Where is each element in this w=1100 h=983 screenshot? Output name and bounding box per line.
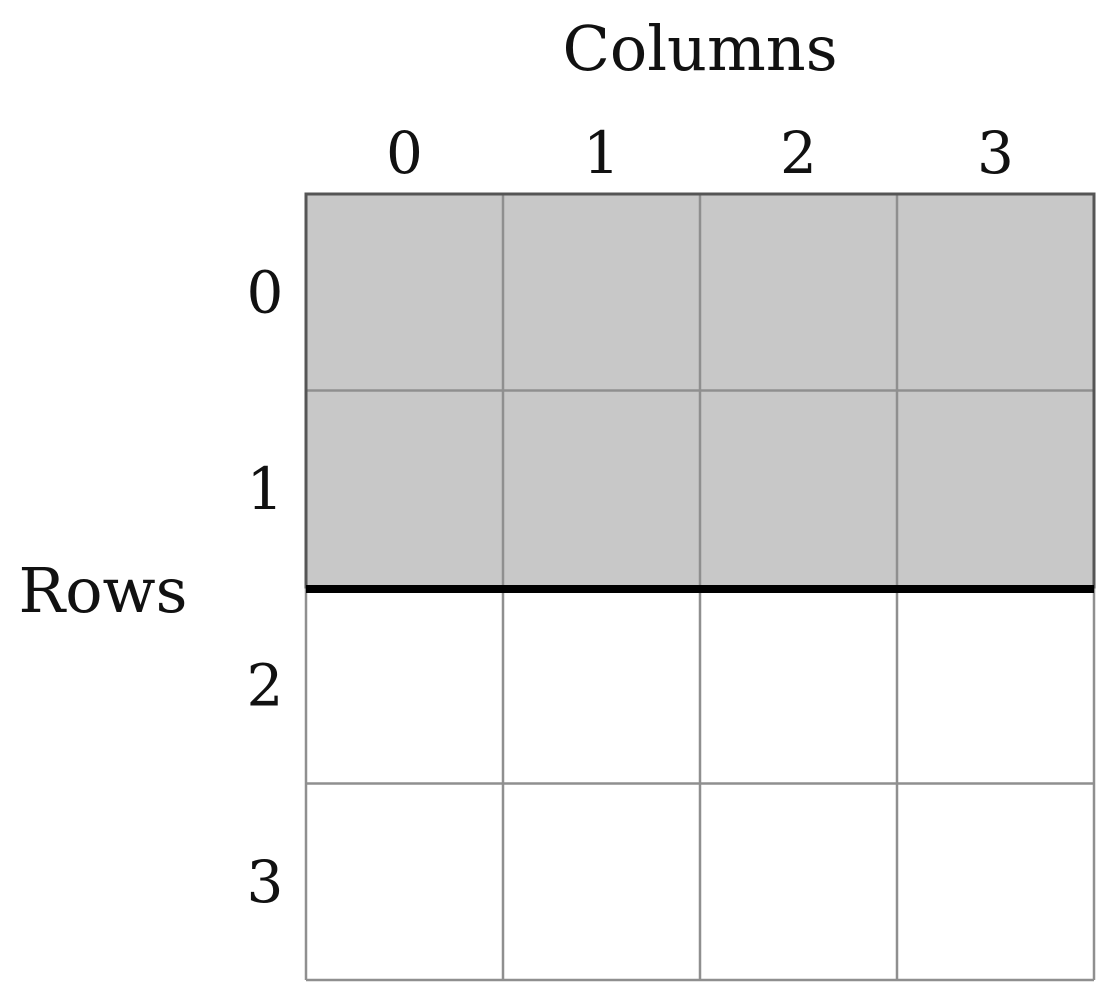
- grid-cell-r0-c2: [700, 194, 897, 391]
- column-labels: 0 1 2 3: [386, 119, 1014, 187]
- row-label-1: 1: [247, 455, 284, 523]
- column-label-2: 2: [780, 119, 817, 187]
- grid-cell-r1-c1: [503, 390, 700, 587]
- grid-cell-r1-c3: [897, 390, 1094, 587]
- grid-cell-r2-c2: [700, 587, 897, 784]
- grid-cell-r3-c0: [306, 783, 503, 980]
- grid-cell-r1-c0: [306, 390, 503, 587]
- column-label-1: 1: [583, 119, 620, 187]
- grid-cell-r3-c2: [700, 783, 897, 980]
- grid-cell-r2-c3: [897, 587, 1094, 784]
- grid-cell-r2-c1: [503, 587, 700, 784]
- grid-cell-r1-c2: [700, 390, 897, 587]
- row-label-0: 0: [247, 258, 284, 326]
- grid-cells: [306, 194, 1094, 980]
- columns-title: Columns: [562, 12, 837, 85]
- grid-cell-r3-c3: [897, 783, 1094, 980]
- row-label-2: 2: [247, 651, 284, 719]
- grid-cell-r0-c0: [306, 194, 503, 391]
- row-labels: 0 1 2 3: [247, 258, 284, 916]
- rows-title: Rows: [19, 554, 188, 627]
- grid-lines: [304, 192, 1096, 982]
- column-label-0: 0: [386, 119, 423, 187]
- column-label-3: 3: [977, 119, 1014, 187]
- row-label-3: 3: [247, 848, 284, 916]
- grid-cell-r0-c3: [897, 194, 1094, 391]
- grid-cell-r2-c0: [306, 587, 503, 784]
- grid-cell-r0-c1: [503, 194, 700, 391]
- grid-cell-r3-c1: [503, 783, 700, 980]
